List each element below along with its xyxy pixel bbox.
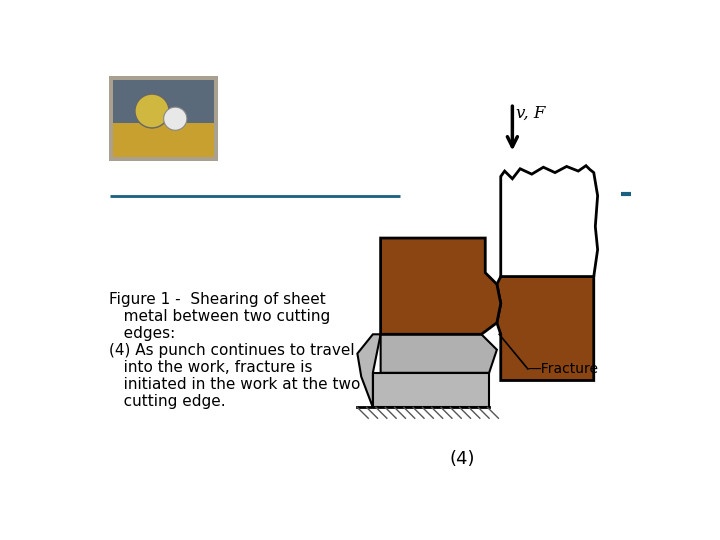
Text: —Fracture: —Fracture	[528, 362, 599, 376]
Text: (4) As punch continues to travel: (4) As punch continues to travel	[109, 343, 355, 358]
Circle shape	[135, 94, 169, 128]
Bar	[109, 76, 218, 161]
Text: into the work, fracture is: into the work, fracture is	[109, 360, 313, 375]
Text: edges:: edges:	[109, 326, 176, 341]
Polygon shape	[500, 166, 598, 276]
Bar	[113, 123, 214, 157]
Circle shape	[163, 107, 187, 130]
Text: cutting edge.: cutting edge.	[109, 394, 226, 409]
Polygon shape	[381, 238, 500, 334]
Bar	[113, 80, 214, 123]
Polygon shape	[381, 334, 497, 373]
Text: (4): (4)	[449, 450, 474, 468]
Text: metal between two cutting: metal between two cutting	[109, 309, 330, 324]
Text: Figure 1 ‑  Shearing of sheet: Figure 1 ‑ Shearing of sheet	[109, 292, 326, 307]
Polygon shape	[357, 334, 381, 408]
Polygon shape	[373, 373, 489, 408]
Text: initiated in the work at the two: initiated in the work at the two	[109, 377, 361, 392]
Polygon shape	[497, 276, 594, 381]
Text: v, F: v, F	[516, 105, 546, 122]
